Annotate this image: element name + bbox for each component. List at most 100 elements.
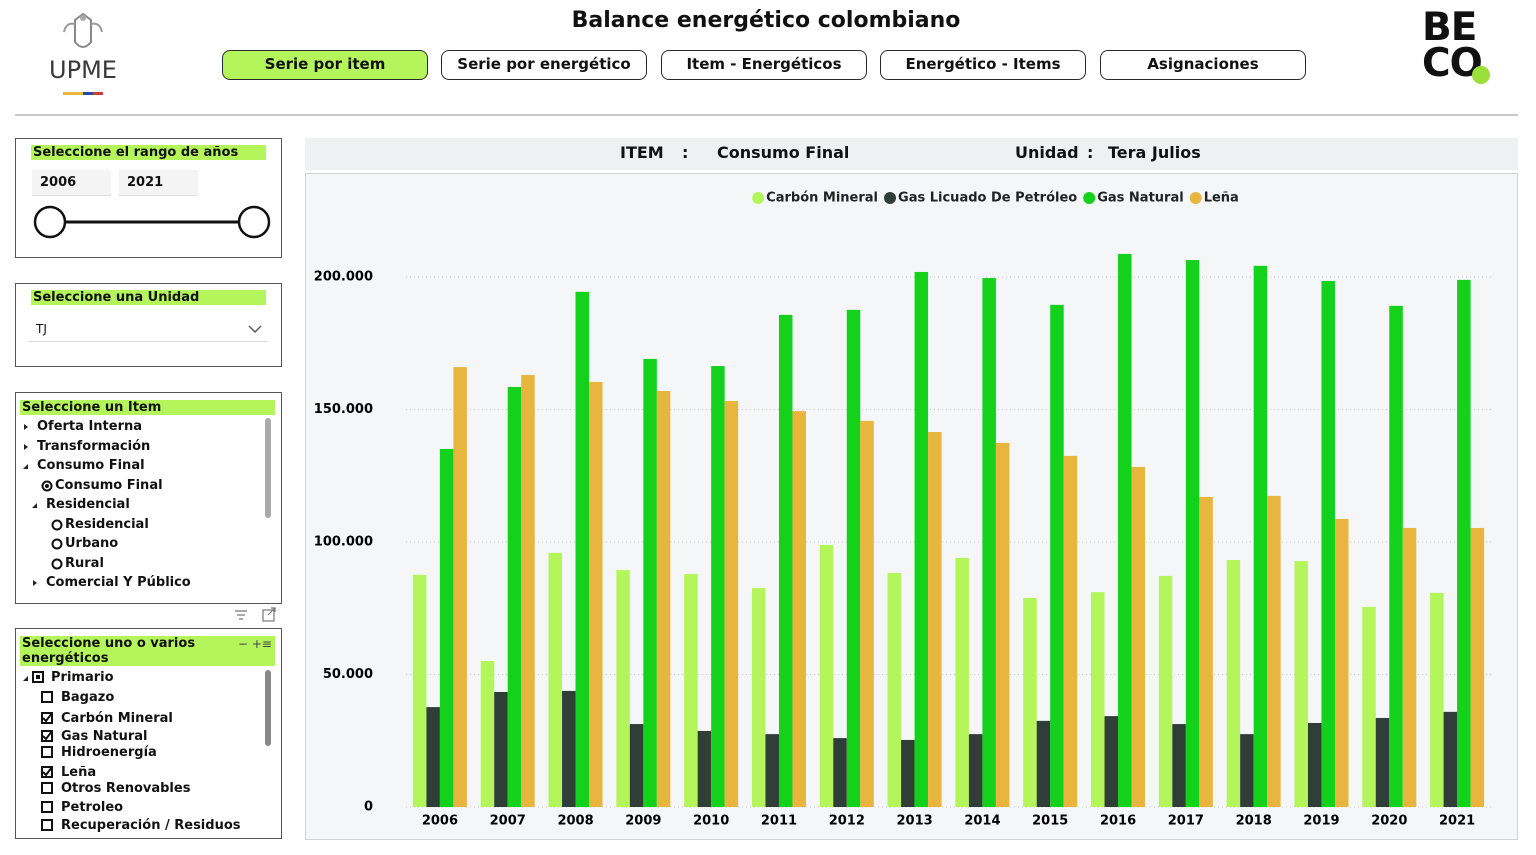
- bar: [1050, 304, 1064, 807]
- chevron: [248, 325, 262, 333]
- year-from[interactable]: 2006: [32, 170, 111, 196]
- tree-row[interactable]: Residencial: [16, 497, 256, 515]
- bar: [1470, 527, 1485, 807]
- open-icon: [23, 464, 28, 469]
- bar: [1104, 716, 1119, 807]
- tree-row[interactable]: Comercial Y Público: [16, 575, 256, 593]
- check-row[interactable]: Petroleo: [16, 800, 256, 818]
- bar: [1334, 518, 1349, 807]
- bar: [548, 552, 563, 807]
- check-row[interactable]: Carbón Mineral: [16, 711, 256, 729]
- expand-controls[interactable]: − +≡: [238, 637, 272, 651]
- divider: [15, 114, 1518, 116]
- check-row[interactable]: Hidroenergía: [16, 745, 256, 763]
- closed-icon: [24, 424, 28, 430]
- panel-title: Seleccione una Unidad: [31, 290, 266, 305]
- bar: [724, 401, 739, 807]
- bar: [453, 367, 467, 807]
- bar: [616, 570, 630, 807]
- nav-button[interactable]: Serie por item: [222, 50, 428, 80]
- x-tick-label: 2014: [964, 814, 1000, 829]
- box-icon: [41, 801, 53, 813]
- nav-button[interactable]: Energético - Items: [880, 50, 1086, 80]
- bar: [1443, 711, 1458, 807]
- check-row[interactable]: Gas Natural: [16, 729, 256, 747]
- x-tick-label: 2020: [1371, 814, 1407, 829]
- bar: [494, 691, 508, 807]
- check-row[interactable]: Recuperación / Residuos: [16, 818, 256, 836]
- y-tick-label: 200.000: [314, 270, 373, 285]
- bar: [521, 375, 535, 807]
- unit-label: Unidad: [1015, 143, 1079, 162]
- bar: [914, 271, 929, 808]
- year-to[interactable]: 2021: [119, 170, 198, 196]
- bar: [995, 442, 1010, 807]
- check-row[interactable]: Bagazo: [16, 690, 256, 708]
- tree-label: Urbano: [65, 536, 119, 551]
- scrollbar[interactable]: [265, 418, 271, 518]
- panel-title: Seleccione uno o varios energéticos: [20, 636, 275, 666]
- open-icon: [32, 503, 37, 508]
- tree-label: Transformación: [37, 438, 151, 454]
- chart-header: [305, 138, 1518, 170]
- unit-panel: Seleccione una Unidad TJ: [15, 283, 282, 367]
- x-tick-label: 2010: [693, 814, 729, 829]
- panel-title: Seleccione el rango de años: [31, 145, 266, 160]
- check-label: Bagazo: [61, 690, 115, 705]
- legend-marker: [1189, 192, 1202, 204]
- nav-button[interactable]: Asignaciones: [1100, 50, 1306, 80]
- year-slider[interactable]: [16, 199, 280, 249]
- bar: [684, 574, 698, 807]
- unit-dropdown[interactable]: TJ: [28, 316, 268, 342]
- x-tick-label: 2012: [829, 814, 865, 829]
- logo-bar: [63, 92, 83, 95]
- tree-row[interactable]: Residencial: [16, 517, 256, 535]
- bar: [1131, 467, 1146, 807]
- check-row[interactable]: Otros Renovables: [16, 781, 256, 799]
- bar: [1307, 722, 1322, 807]
- x-tick-label: 2018: [1236, 814, 1272, 829]
- logo-dot: [1472, 66, 1490, 84]
- check-label: Otros Renovables: [61, 781, 191, 796]
- tree-row[interactable]: Consumo Final: [16, 458, 256, 476]
- bar: [1253, 265, 1268, 807]
- bar: [792, 411, 806, 807]
- check-icon: [41, 730, 53, 742]
- bar: [751, 588, 766, 807]
- tree-label: Consumo Final: [37, 458, 145, 473]
- bar: [1294, 561, 1308, 807]
- bar: [697, 730, 712, 807]
- bar: [1389, 305, 1403, 807]
- tree-row[interactable]: Urbano: [16, 536, 256, 554]
- energy-panel: Seleccione uno o varios energéticos − +≡…: [15, 628, 282, 839]
- tree-row[interactable]: Consumo Final: [16, 478, 256, 496]
- bar: [1199, 496, 1213, 807]
- logo-bar: [93, 92, 103, 95]
- tree-row[interactable]: Transformación: [16, 439, 256, 457]
- box-icon: [41, 819, 53, 831]
- x-tick-label: 2013: [897, 814, 933, 829]
- scrollbar[interactable]: [265, 670, 271, 746]
- bar: [819, 544, 834, 807]
- tree-label: Rural: [65, 555, 104, 571]
- bar: [765, 734, 779, 807]
- check-row[interactable]: Leña: [16, 765, 256, 783]
- nav-button[interactable]: Item - Energéticos: [661, 50, 867, 80]
- legend-label: Carbón Mineral: [766, 191, 878, 206]
- bar: [968, 734, 983, 807]
- bar: [1185, 260, 1200, 807]
- tree-row[interactable]: Rural: [16, 556, 256, 574]
- nav-button[interactable]: Serie por energético: [441, 50, 647, 80]
- bar: [1321, 280, 1335, 808]
- y-tick-label: 0: [364, 800, 373, 815]
- legend-marker: [884, 192, 897, 204]
- logo-right: BE CO: [1422, 8, 1483, 83]
- open-icon: [23, 676, 28, 681]
- legend-label: Gas Natural: [1097, 191, 1183, 206]
- y-tick-label: 150.000: [314, 402, 373, 417]
- tree-row[interactable]: Oferta Interna: [16, 419, 256, 437]
- check-row[interactable]: Primario: [16, 670, 256, 688]
- x-tick-label: 2007: [490, 814, 526, 829]
- check-label: Carbón Mineral: [61, 711, 173, 726]
